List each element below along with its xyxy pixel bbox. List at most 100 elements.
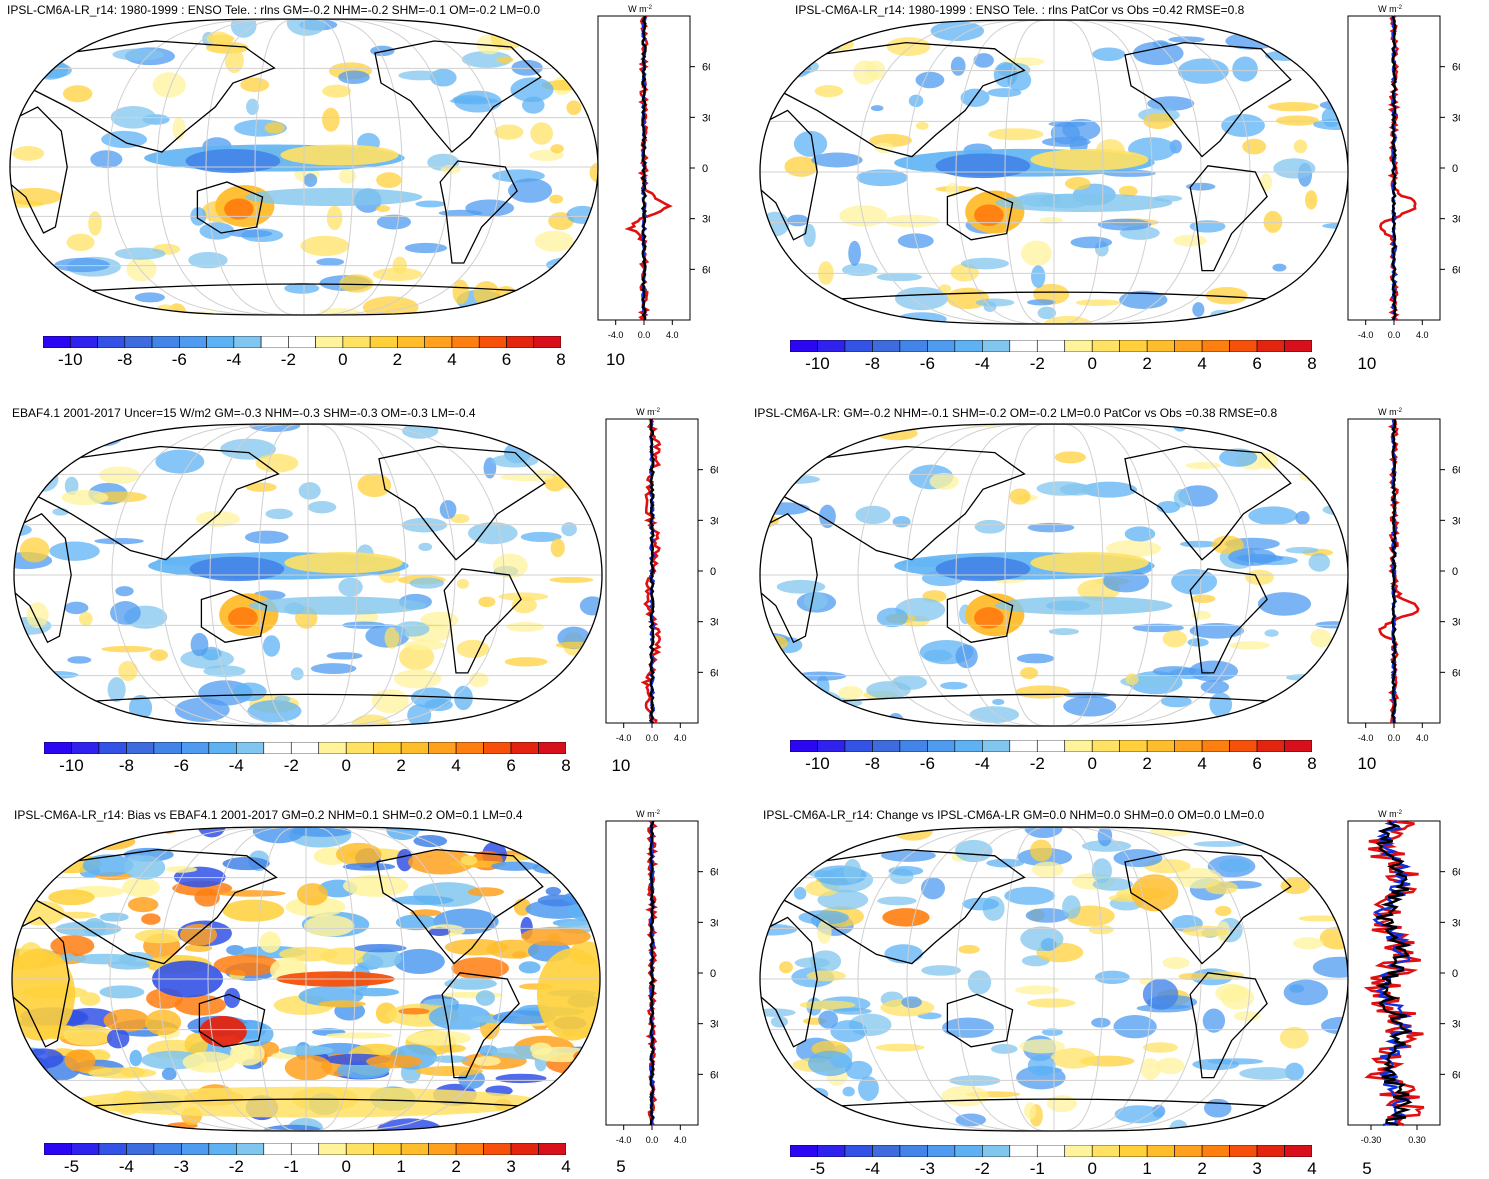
field-patch <box>182 1051 236 1073</box>
colorbar-swatch <box>1009 1145 1038 1157</box>
colorbar-swatch <box>373 1143 402 1155</box>
field-patch <box>1305 190 1318 210</box>
colorbar-swatch <box>428 1143 457 1155</box>
colorbar-tick-label: 2 <box>451 1157 461 1176</box>
field-patch <box>255 453 299 473</box>
graticule-meridian <box>1053 20 1153 324</box>
field-patch <box>1189 220 1226 233</box>
field-patch <box>285 896 346 917</box>
field-patch <box>185 149 281 173</box>
field-patch <box>468 308 495 315</box>
south-america-outline <box>1189 568 1268 674</box>
field-patch <box>213 954 280 976</box>
colorbar-swatch <box>844 740 873 752</box>
south-america-outline <box>441 972 520 1079</box>
australia-outline <box>196 181 264 234</box>
colorbar-swatch <box>236 1143 265 1155</box>
field-patch <box>534 230 574 252</box>
lat-tick-label: 30N <box>1452 515 1460 527</box>
field-patch <box>508 178 553 203</box>
field-patch <box>760 211 790 237</box>
field-patch <box>444 977 497 990</box>
colorbar-tick-label: -2 <box>1029 754 1045 773</box>
field-patch <box>498 592 549 601</box>
australia-outline <box>200 589 268 643</box>
field-patch <box>229 1041 265 1066</box>
field-patch <box>88 26 120 35</box>
field-patch <box>1191 594 1216 603</box>
colorbar-swatch <box>208 1143 237 1155</box>
colorbar-swatch <box>927 340 956 352</box>
field-patch <box>544 1106 600 1118</box>
colorbar-swatch <box>1174 740 1203 752</box>
field-patch <box>415 200 446 208</box>
field-patch <box>1091 858 1113 883</box>
field-patch <box>1296 1120 1327 1128</box>
colorbar-swatch <box>1091 740 1120 752</box>
field-patch <box>1054 451 1087 464</box>
colorbar-swatch <box>1036 340 1066 352</box>
field-patch <box>990 1044 1018 1054</box>
field-patch <box>1263 210 1283 233</box>
field-patch <box>1189 623 1245 639</box>
field-patch <box>19 537 50 563</box>
field-patch <box>1178 972 1210 981</box>
field-patch <box>815 314 831 324</box>
graticule-meridian <box>1053 424 1251 726</box>
field-patch <box>322 84 352 98</box>
colorbar-swatch <box>790 740 818 752</box>
field-patch <box>351 987 400 997</box>
field-patch <box>122 877 160 898</box>
zonal-unit-label: W m-2 <box>1378 4 1402 14</box>
lat-tick-label: 0 <box>710 566 716 578</box>
field-patch <box>1219 448 1258 467</box>
field-patch <box>1030 552 1149 574</box>
field-patch <box>1202 1008 1226 1033</box>
colorbar-tick-label: 3 <box>1252 1159 1262 1178</box>
field-patch <box>1200 680 1230 694</box>
colorbar-tick-label: 2 <box>1142 754 1152 773</box>
field-patch <box>284 1054 333 1081</box>
colorbar-swatch <box>1256 740 1285 752</box>
field-patch <box>265 508 293 520</box>
zonal-mean-plot: W m-2 60N 30N 0 30S 60S -0.30 0.30 <box>1347 809 1460 1145</box>
colorbar-swatch <box>342 336 371 348</box>
field-patch <box>56 19 106 39</box>
field-patch <box>338 274 374 293</box>
field-patch <box>228 229 273 238</box>
field-patch <box>141 913 161 925</box>
colorbar-swatch <box>844 1145 873 1157</box>
colorbar-swatch <box>1201 340 1230 352</box>
colorbar-tick-label: 2 <box>1197 1159 1207 1178</box>
colorbar-swatch <box>206 336 235 348</box>
africa-outline <box>10 106 68 234</box>
field-patch <box>1142 979 1179 1010</box>
field-patch <box>61 489 109 506</box>
colorbar-tick-label: -6 <box>919 754 935 773</box>
field-patch <box>580 851 600 867</box>
south-america-outline <box>1189 972 1268 1079</box>
field-patch <box>244 188 423 206</box>
lat-tick-label: 60N <box>1452 62 1460 74</box>
field-patch <box>66 233 95 252</box>
colorbar-tick-label: 10 <box>611 756 631 775</box>
colorbar-swatch <box>1229 1145 1258 1157</box>
field-patch <box>760 502 810 515</box>
africa-outline <box>12 916 70 1048</box>
field-patch <box>1042 315 1094 324</box>
field-patch <box>49 541 100 561</box>
zonal-mean-curve <box>1363 819 1425 1127</box>
field-patch <box>1296 827 1345 839</box>
field-patch <box>896 312 947 324</box>
field-patch <box>1004 886 1056 905</box>
field-patch <box>460 855 478 866</box>
field-patch <box>375 205 391 212</box>
colorbar-swatch <box>1174 340 1203 352</box>
field-patch <box>1203 1098 1232 1118</box>
greenland-outline <box>1277 23 1334 50</box>
x-tick-label: 0.30 <box>1408 1135 1426 1145</box>
field-patch <box>399 644 435 670</box>
colorbar <box>44 742 566 754</box>
colorbar-tick-label: 4 <box>561 1157 571 1176</box>
field-patch <box>491 861 539 871</box>
